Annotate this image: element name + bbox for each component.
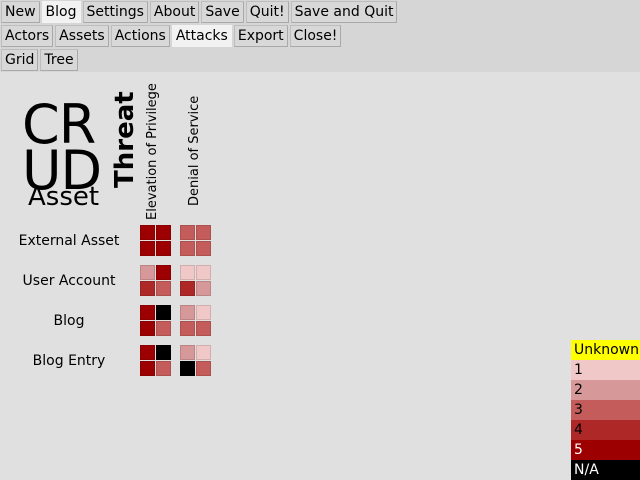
severity-square <box>140 241 155 256</box>
severity-square <box>196 361 211 376</box>
legend-item-5: 5 <box>571 440 640 460</box>
menu-save-button[interactable]: Save <box>201 1 244 23</box>
severity-legend: Unknown 1 2 3 4 5 N/A <box>571 340 640 480</box>
severity-square <box>196 321 211 336</box>
severity-square <box>156 345 171 360</box>
legend-item-3: 3 <box>571 400 640 420</box>
severity-square <box>156 281 171 296</box>
grid-cell-blog-entry-denial-of-service[interactable] <box>180 345 212 377</box>
severity-square <box>196 345 211 360</box>
severity-square <box>156 305 171 320</box>
severity-square <box>140 361 155 376</box>
row-label-external-asset: External Asset <box>18 233 120 249</box>
menu-about-button[interactable]: About <box>149 1 200 23</box>
crud-line-ud: UD <box>22 139 102 202</box>
severity-square <box>180 345 195 360</box>
column-header-denial-of-service: Denial of Service <box>187 95 202 206</box>
severity-square <box>156 241 171 256</box>
severity-square <box>196 241 211 256</box>
severity-square <box>156 225 171 240</box>
severity-square <box>140 321 155 336</box>
row-label-blog: Blog <box>53 313 85 329</box>
severity-square <box>180 265 195 280</box>
menu-tree-button[interactable]: Tree <box>40 49 78 71</box>
grid-cell-user-account-elevation-of-privilege[interactable] <box>140 265 172 297</box>
menu-grid-button[interactable]: Grid <box>1 49 39 71</box>
severity-square <box>180 281 195 296</box>
severity-square <box>140 225 155 240</box>
legend-item-unknown: Unknown <box>571 340 640 360</box>
menu-actions-button[interactable]: Actions <box>110 25 170 47</box>
menu-close-button[interactable]: Close! <box>289 25 342 47</box>
menu-save-and-quit-button[interactable]: Save and Quit <box>290 1 398 23</box>
menu-assets-button[interactable]: Assets <box>55 25 109 47</box>
severity-square <box>156 265 171 280</box>
crud-asset-heading: CR UD Asset <box>22 98 112 218</box>
grid-cell-external-asset-denial-of-service[interactable] <box>180 225 212 257</box>
severity-square <box>180 305 195 320</box>
menu-new-button[interactable]: New <box>1 1 40 23</box>
severity-square <box>180 361 195 376</box>
asset-axis-label: Asset <box>28 182 100 212</box>
threat-axis-label: Threat <box>110 91 140 188</box>
row-label-blog-entry: Blog Entry <box>32 353 106 369</box>
main-menu-bar: New Blog Settings About Save Quit! Save and Qu… <box>0 0 640 24</box>
column-header-elevation-of-privilege: Elevation of Privilege <box>145 83 160 220</box>
legend-item-4: 4 <box>571 420 640 440</box>
severity-square <box>140 265 155 280</box>
menu-attacks-button[interactable]: Attacks <box>171 25 232 47</box>
grid-cell-blog-entry-elevation-of-privilege[interactable] <box>140 345 172 377</box>
grid-cell-user-account-denial-of-service[interactable] <box>180 265 212 297</box>
severity-square <box>196 265 211 280</box>
severity-square <box>196 281 211 296</box>
severity-square <box>140 305 155 320</box>
legend-item-1: 1 <box>571 360 640 380</box>
sub-menu-bar: Actors Assets Actions Attacks Export Close! <box>0 24 640 48</box>
severity-square <box>140 281 155 296</box>
view-menu-bar: Grid Tree <box>0 48 640 72</box>
severity-square <box>196 305 211 320</box>
severity-square <box>140 345 155 360</box>
severity-square <box>180 241 195 256</box>
row-label-user-account: User Account <box>22 273 116 289</box>
severity-square <box>156 321 171 336</box>
grid-cell-blog-elevation-of-privilege[interactable] <box>140 305 172 337</box>
legend-item-n-a: N/A <box>571 460 640 480</box>
menu-settings-button[interactable]: Settings <box>82 1 148 23</box>
severity-square <box>196 225 211 240</box>
crud-line-cr: CR <box>22 93 96 156</box>
severity-square <box>180 321 195 336</box>
severity-square <box>180 225 195 240</box>
menu-blog-button[interactable]: Blog <box>41 1 81 23</box>
legend-item-2: 2 <box>571 380 640 400</box>
menu-actors-button[interactable]: Actors <box>1 25 54 47</box>
grid-cell-blog-denial-of-service[interactable] <box>180 305 212 337</box>
grid-cell-external-asset-elevation-of-privilege[interactable] <box>140 225 172 257</box>
menu-export-button[interactable]: Export <box>233 25 288 47</box>
menu-quit-button[interactable]: Quit! <box>245 1 289 23</box>
severity-square <box>156 361 171 376</box>
